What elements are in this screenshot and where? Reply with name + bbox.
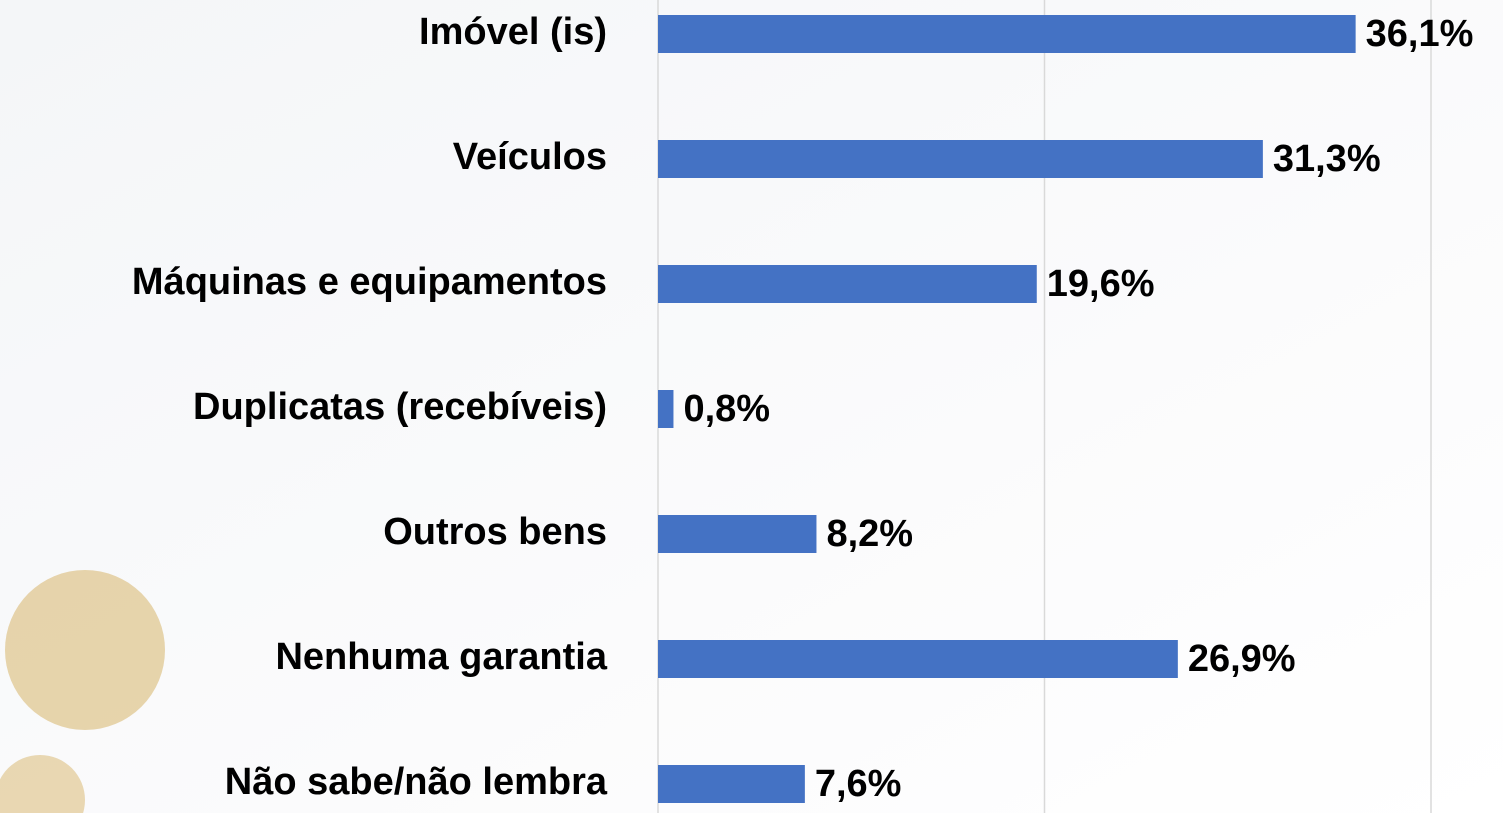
bar xyxy=(658,515,816,553)
bar xyxy=(658,765,805,803)
category-label: Veículos xyxy=(453,136,607,178)
category-label: Não sabe/não lembra xyxy=(225,761,608,803)
category-label: Nenhuma garantia xyxy=(275,636,607,678)
value-label: 31,3% xyxy=(1273,138,1381,180)
value-label: 0,8% xyxy=(683,388,770,430)
category-label: Outros bens xyxy=(383,511,607,553)
category-label: Duplicatas (recebíveis) xyxy=(193,386,607,428)
value-label: 36,1% xyxy=(1366,13,1474,55)
coin-decoration xyxy=(5,570,165,730)
bar xyxy=(658,390,673,428)
value-label: 8,2% xyxy=(826,513,913,555)
category-label: Máquinas e equipamentos xyxy=(132,261,607,303)
bar xyxy=(658,140,1263,178)
value-label: 26,9% xyxy=(1188,638,1296,680)
bar xyxy=(658,640,1178,678)
value-label: 19,6% xyxy=(1047,263,1155,305)
chart: Imóvel (is) 36,1% Veículos 31,3% Máquinas e … xyxy=(0,0,1503,813)
bar xyxy=(658,15,1356,53)
value-label: 7,6% xyxy=(815,763,902,805)
bar xyxy=(658,265,1037,303)
category-label: Imóvel (is) xyxy=(419,11,607,53)
page: Imóvel (is) 36,1% Veículos 31,3% Máquinas e … xyxy=(0,0,1503,813)
